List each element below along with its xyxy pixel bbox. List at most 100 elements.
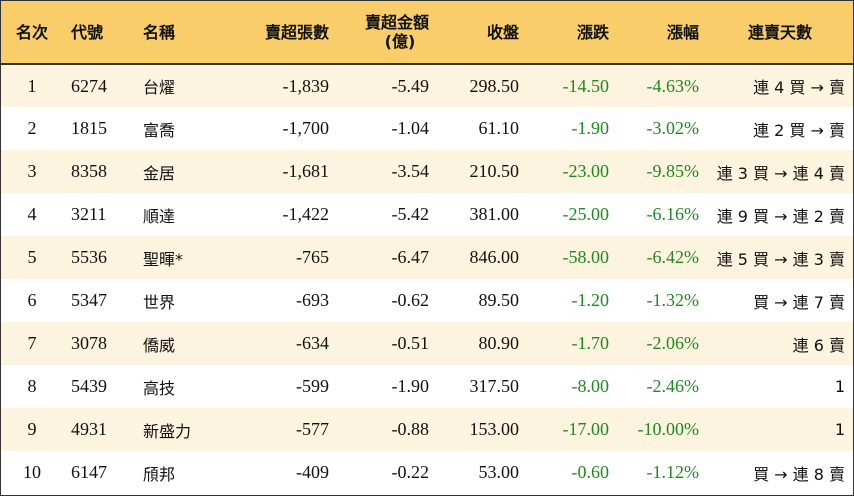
cell-code: 1815 (71, 118, 107, 138)
header-streak: 連賣天數 (707, 1, 853, 65)
cell-name: 高技 (143, 378, 176, 398)
cell-streak: 買 → 連 8 賣 (753, 464, 845, 484)
cell-close: 298.50 (469, 75, 520, 96)
cell-net-sell-amount: -1.04 (391, 118, 430, 138)
cell-code: 5347 (71, 290, 107, 310)
cell-code: 3211 (71, 204, 107, 224)
cell-streak: 連 3 買 → 連 4 賣 (716, 163, 845, 183)
cell-change-pct: -6.16% (646, 204, 700, 224)
cell-close: 317.50 (469, 376, 520, 396)
table-row: 5 5536 聖暉* -765 -6.47 846.00 -58.00 -6.4… (1, 236, 853, 279)
cell-net-sell-lots: -1,422 (282, 204, 330, 224)
cell-streak: 1 (834, 377, 845, 396)
table-row: 8 5439 高技 -599 -1.90 317.50 -8.00 -2.46%… (1, 365, 853, 408)
cell-close: 153.00 (469, 419, 520, 439)
cell-streak: 買 → 連 7 賣 (753, 292, 845, 312)
cell-name: 世界 (143, 292, 176, 312)
cell-change: -1.70 (571, 333, 610, 353)
cell-name: 富喬 (143, 120, 176, 140)
cell-net-sell-amount: -5.49 (391, 75, 430, 96)
cell-change: -58.00 (562, 247, 610, 267)
cell-rank: 7 (27, 333, 37, 353)
table-row: 10 6147 頎邦 -409 -0.22 53.00 -0.60 -1.12%… (1, 451, 853, 494)
cell-change: -25.00 (562, 204, 610, 224)
cell-change-pct: -2.06% (646, 333, 700, 353)
header-rank: 名次 (1, 1, 63, 65)
cell-close: 80.90 (478, 333, 520, 353)
cell-change: -0.60 (571, 462, 610, 482)
cell-change-pct: -9.85% (646, 161, 700, 181)
cell-change: -1.90 (571, 118, 610, 138)
header-net-sell-amount-unit: (億) (384, 32, 416, 51)
cell-close: 381.00 (469, 204, 520, 224)
cell-name: 順達 (143, 206, 176, 226)
table-row: 9 4931 新盛力 -577 -0.88 153.00 -17.00 -10.… (1, 408, 853, 451)
cell-change: -8.00 (571, 376, 610, 396)
table-row: 2 1815 富喬 -1,700 -1.04 61.10 -1.90 -3.02… (1, 107, 853, 150)
cell-rank: 5 (27, 247, 37, 267)
cell-code: 6274 (71, 75, 107, 96)
cell-net-sell-amount: -0.22 (391, 462, 430, 482)
cell-change-pct: -10.00% (637, 419, 700, 439)
cell-change-pct: -1.32% (646, 290, 700, 310)
table-row: 4 3211 順達 -1,422 -5.42 381.00 -25.00 -6.… (1, 193, 853, 236)
cell-change: -1.20 (571, 290, 610, 310)
cell-close: 61.10 (478, 118, 520, 138)
table-row: 3 8358 金居 -1,681 -3.54 210.50 -23.00 -9.… (1, 150, 853, 193)
cell-net-sell-lots: -1,700 (282, 118, 330, 138)
cell-net-sell-lots: -599 (296, 376, 329, 396)
cell-rank: 1 (27, 75, 37, 96)
cell-name: 聖暉* (143, 249, 184, 269)
cell-net-sell-amount: -0.51 (391, 333, 430, 353)
cell-close: 210.50 (469, 161, 520, 181)
cell-close: 89.50 (478, 290, 520, 310)
cell-code: 5439 (71, 376, 107, 396)
cell-net-sell-amount: -6.47 (391, 247, 430, 267)
cell-change-pct: -6.42% (646, 247, 700, 267)
cell-net-sell-lots: -765 (296, 247, 329, 267)
cell-change-pct: -2.46% (646, 376, 700, 396)
cell-net-sell-amount: -0.88 (391, 419, 430, 439)
cell-rank: 4 (27, 204, 37, 224)
cell-streak: 連 5 買 → 連 3 賣 (716, 249, 845, 269)
table-header-row: 名次 代號 名稱 賣超張數 賣超金額 (億) 收盤 漲跌 漲幅 連賣天數 (1, 1, 853, 65)
cell-streak: 連 9 買 → 連 2 賣 (716, 206, 845, 226)
table-row: 1 6274 台燿 -1,839 -5.49 298.50 -14.50 -4.… (1, 64, 853, 107)
cell-change: -14.50 (562, 75, 610, 96)
table-row: 6 5347 世界 -693 -0.62 89.50 -1.20 -1.32% … (1, 279, 853, 322)
cell-net-sell-lots: -634 (296, 333, 329, 353)
cell-name: 頎邦 (143, 464, 176, 484)
header-code: 代號 (63, 1, 135, 65)
cell-name: 僑威 (143, 335, 176, 355)
cell-net-sell-lots: -1,681 (282, 161, 330, 181)
cell-streak: 連 4 買 → 賣 (753, 78, 845, 97)
header-net-sell-lots: 賣超張數 (227, 1, 337, 65)
header-net-sell-amount: 賣超金額 (億) (337, 1, 437, 65)
cell-net-sell-amount: -1.90 (391, 376, 430, 396)
cell-code: 8358 (71, 161, 107, 181)
cell-name: 台燿 (143, 78, 176, 97)
cell-streak: 連 6 賣 (792, 335, 845, 355)
cell-net-sell-lots: -1,839 (282, 75, 330, 96)
cell-streak: 1 (834, 420, 845, 439)
cell-streak: 連 2 買 → 賣 (753, 120, 845, 140)
header-name: 名稱 (135, 1, 227, 65)
header-net-sell-amount-line1: 賣超金額 (364, 13, 429, 32)
cell-rank: 6 (27, 290, 37, 310)
cell-close: 846.00 (469, 247, 520, 267)
cell-code: 5536 (71, 247, 107, 267)
cell-close: 53.00 (478, 462, 520, 482)
cell-net-sell-amount: -0.62 (391, 290, 430, 310)
cell-change-pct: -3.02% (646, 118, 700, 138)
header-close: 收盤 (437, 1, 527, 65)
cell-change-pct: -1.12% (646, 462, 700, 482)
cell-change-pct: -4.63% (646, 75, 700, 96)
cell-net-sell-amount: -5.42 (391, 204, 430, 224)
cell-rank: 8 (27, 376, 37, 396)
cell-rank: 10 (23, 462, 41, 482)
cell-name: 新盛力 (143, 421, 192, 441)
header-change: 漲跌 (527, 1, 617, 65)
cell-net-sell-lots: -577 (296, 419, 329, 439)
cell-rank: 2 (27, 118, 37, 138)
